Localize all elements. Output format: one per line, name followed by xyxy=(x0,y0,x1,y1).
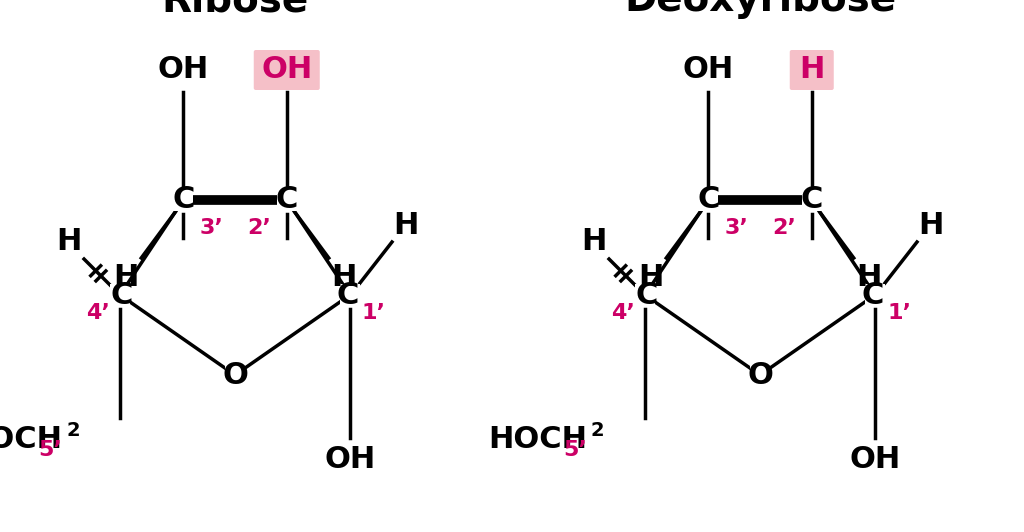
Text: 4’: 4’ xyxy=(86,303,110,323)
Text: H: H xyxy=(919,211,944,239)
Text: C: C xyxy=(801,186,823,214)
Text: H: H xyxy=(56,227,82,255)
Text: HOCH: HOCH xyxy=(488,426,587,454)
Bar xyxy=(173,189,194,211)
Text: 1’: 1’ xyxy=(887,303,911,323)
Bar xyxy=(635,284,655,306)
Text: H: H xyxy=(639,263,664,293)
Text: 1’: 1’ xyxy=(362,303,386,323)
Text: 5’: 5’ xyxy=(38,440,61,460)
Text: 4’: 4’ xyxy=(611,303,635,323)
Text: Ribose: Ribose xyxy=(162,0,308,19)
Text: C: C xyxy=(697,186,720,214)
Text: 2’: 2’ xyxy=(247,218,270,238)
Bar xyxy=(225,364,245,386)
FancyBboxPatch shape xyxy=(254,50,319,90)
FancyBboxPatch shape xyxy=(790,50,834,90)
Bar xyxy=(698,189,718,211)
Text: OH: OH xyxy=(261,55,312,85)
Text: 3’: 3’ xyxy=(724,218,749,238)
Text: H: H xyxy=(856,263,882,293)
Text: C: C xyxy=(636,280,658,310)
Text: H: H xyxy=(799,55,824,85)
Text: 5’: 5’ xyxy=(563,440,587,460)
Text: 2: 2 xyxy=(66,421,80,440)
Bar xyxy=(276,189,297,211)
Text: O: O xyxy=(748,361,773,389)
Bar xyxy=(110,284,130,306)
Bar xyxy=(865,284,885,306)
Text: OH: OH xyxy=(849,445,901,475)
Text: 2’: 2’ xyxy=(772,218,796,238)
Text: H: H xyxy=(582,227,607,255)
Text: H: H xyxy=(331,263,356,293)
Text: Deoxyribose: Deoxyribose xyxy=(624,0,896,19)
Text: H: H xyxy=(393,211,419,239)
Bar xyxy=(340,284,360,306)
Text: C: C xyxy=(337,280,359,310)
Text: C: C xyxy=(862,280,884,310)
Text: C: C xyxy=(275,186,298,214)
Text: 2: 2 xyxy=(591,421,604,440)
Text: O: O xyxy=(222,361,248,389)
Text: C: C xyxy=(111,280,133,310)
Text: HOCH: HOCH xyxy=(0,426,62,454)
Bar xyxy=(802,189,821,211)
Text: H: H xyxy=(114,263,139,293)
Text: 3’: 3’ xyxy=(200,218,223,238)
Text: C: C xyxy=(172,186,195,214)
Bar xyxy=(750,364,770,386)
Text: OH: OH xyxy=(158,55,209,85)
Text: OH: OH xyxy=(683,55,734,85)
Text: OH: OH xyxy=(325,445,376,475)
